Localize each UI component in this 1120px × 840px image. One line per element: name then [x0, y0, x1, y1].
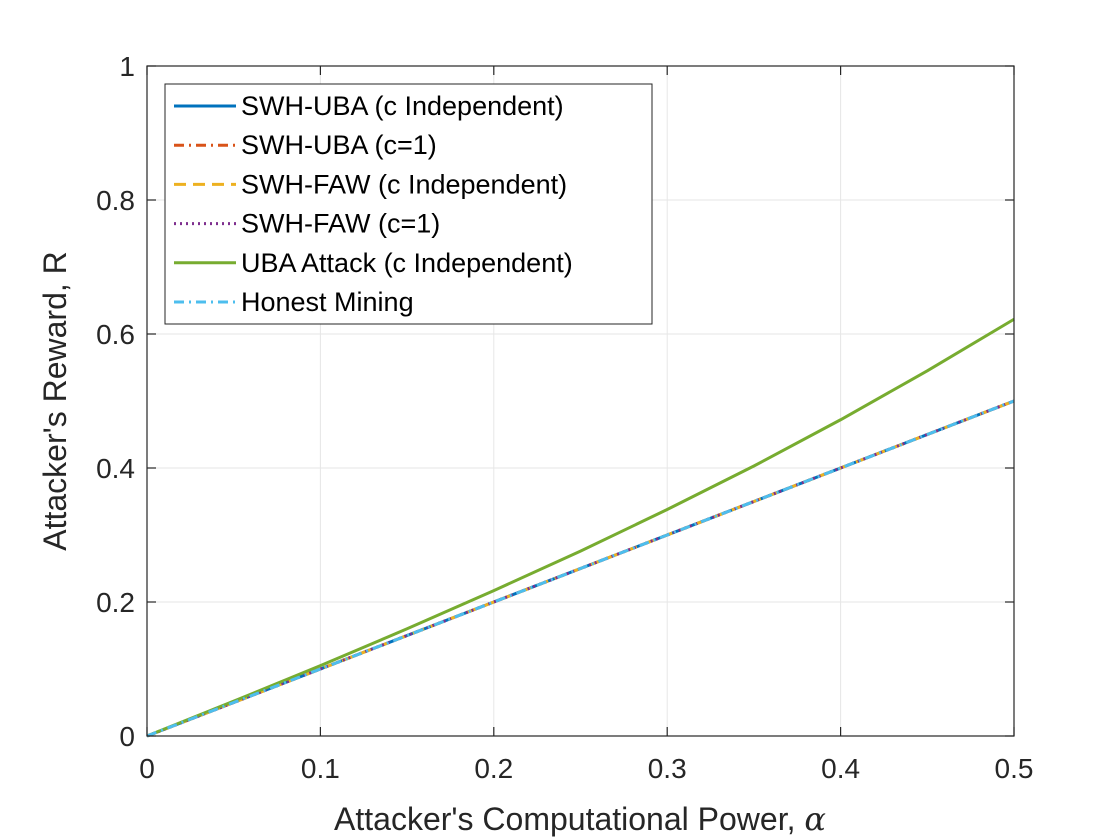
y-tick-label: 0 [119, 721, 135, 752]
legend-entry-label: SWH-UBA (c=1) [241, 130, 437, 160]
series-line-5 [146, 317, 1015, 738]
plot-frame [146, 65, 1015, 737]
x-tick-label: 0.1 [301, 753, 340, 784]
x-tick-label: 0.2 [474, 753, 513, 784]
legend: SWH-UBA (c Independent) SWH-UBA (c=1) SWH-… [164, 83, 653, 325]
series-layer [146, 317, 1015, 738]
series-line-6 [146, 399, 1015, 738]
x-axis-ticks: 0 0.1 0.2 0.3 0.4 0.5 [139, 66, 1033, 784]
x-tick-label: 0.5 [995, 753, 1034, 784]
y-axis-ticks: 0 0.2 0.4 0.6 0.8 1 [96, 51, 1014, 752]
y-tick-label: 0.4 [96, 453, 135, 484]
legend-entry-label: SWH-FAW (c Independent) [241, 169, 567, 199]
legend-entry-label: Honest Mining [241, 287, 414, 317]
x-axis-label: Attacker's Computational Power, α [334, 800, 826, 838]
legend-entry-label: UBA Attack (c Independent) [241, 248, 573, 278]
y-tick-label: 0.8 [96, 185, 135, 216]
y-axis-label: Attacker's Reward, R [37, 251, 73, 551]
x-tick-label: 0.3 [648, 753, 687, 784]
y-tick-label: 0.6 [96, 319, 135, 350]
alpha-symbol: α [804, 800, 826, 838]
y-tick-label: 1 [119, 51, 135, 82]
legend-entry-label: SWH-FAW (c=1) [241, 209, 440, 239]
legend-box [164, 83, 653, 325]
y-tick-label: 0.2 [96, 587, 135, 618]
legend-entry-label: SWH-UBA (c Independent) [241, 91, 564, 121]
x-tick-label: 0 [139, 753, 155, 784]
x-tick-label: 0.4 [821, 753, 860, 784]
